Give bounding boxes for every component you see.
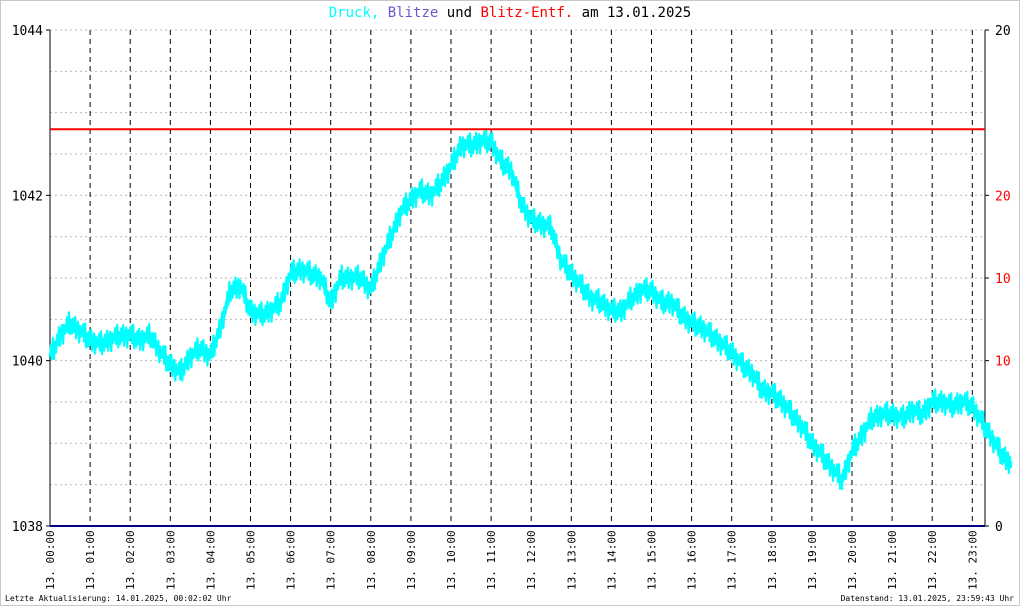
x-tick-label: 13. 10:00 bbox=[445, 530, 458, 590]
title-blitze: Blitze bbox=[387, 5, 439, 21]
left-tick-label: 1044 bbox=[12, 24, 43, 39]
x-tick-label: 13. 09:00 bbox=[405, 530, 418, 590]
title-blitz-entf: Blitz-Entf. bbox=[480, 5, 574, 21]
right-tick-label-distance: 10 bbox=[995, 272, 1011, 287]
x-tick-label: 13. 15:00 bbox=[646, 530, 659, 590]
x-tick-label: 13. 19:00 bbox=[806, 530, 819, 590]
left-tick-label: 1040 bbox=[12, 355, 43, 370]
x-tick-label: 13. 20:00 bbox=[846, 530, 859, 590]
x-tick-label: 13. 22:00 bbox=[926, 530, 939, 590]
x-tick-label: 13. 23:00 bbox=[966, 530, 979, 590]
x-tick-label: 13. 03:00 bbox=[164, 530, 177, 590]
right-tick-label-distance: 10 bbox=[995, 355, 1011, 370]
right-tick-label-bottom: 0 bbox=[995, 520, 1003, 535]
x-tick-label: 13. 04:00 bbox=[204, 530, 217, 590]
x-tick-label: 13. 02:00 bbox=[124, 530, 137, 590]
x-tick-label: 13. 07:00 bbox=[325, 530, 338, 590]
x-tick-label: 13. 01:00 bbox=[84, 530, 97, 590]
x-tick-label: 13. 16:00 bbox=[686, 530, 699, 590]
x-tick-label: 13. 11:00 bbox=[485, 530, 498, 590]
x-tick-label: 13. 13:00 bbox=[565, 530, 578, 590]
chart-title: Druck, Blitze und Blitz-Entf. am 13.01.2… bbox=[0, 5, 1020, 21]
left-tick-label: 1038 bbox=[12, 520, 43, 535]
x-tick-label: 13. 05:00 bbox=[245, 530, 258, 590]
x-tick-label: 13. 00:00 bbox=[44, 530, 57, 590]
title-druck: Druck, bbox=[328, 5, 380, 21]
title-am: am bbox=[581, 5, 599, 21]
footer-last-update: Letzte Aktualisierung: 14.01.2025, 00:02… bbox=[5, 594, 232, 603]
series-druck-core bbox=[48, 139, 1013, 483]
x-tick-label: 13. 12:00 bbox=[525, 530, 538, 590]
footer-data-state: Datenstand: 13.01.2025, 23:59:43 Uhr bbox=[840, 594, 1014, 603]
title-und: und bbox=[446, 5, 473, 21]
x-tick-label: 13. 08:00 bbox=[365, 530, 378, 590]
x-tick-label: 13. 17:00 bbox=[726, 530, 739, 590]
x-tick-label: 13. 21:00 bbox=[886, 530, 899, 590]
x-tick-label: 13. 06:00 bbox=[285, 530, 298, 590]
right-tick-label-distance: 20 bbox=[995, 189, 1011, 204]
x-tick-label: 13. 18:00 bbox=[766, 530, 779, 590]
left-tick-label: 1042 bbox=[12, 189, 43, 204]
right-tick-label-top: 20 bbox=[995, 24, 1011, 39]
x-tick-label: 13. 14:00 bbox=[605, 530, 618, 590]
title-date: 13.01.2025 bbox=[606, 5, 692, 21]
